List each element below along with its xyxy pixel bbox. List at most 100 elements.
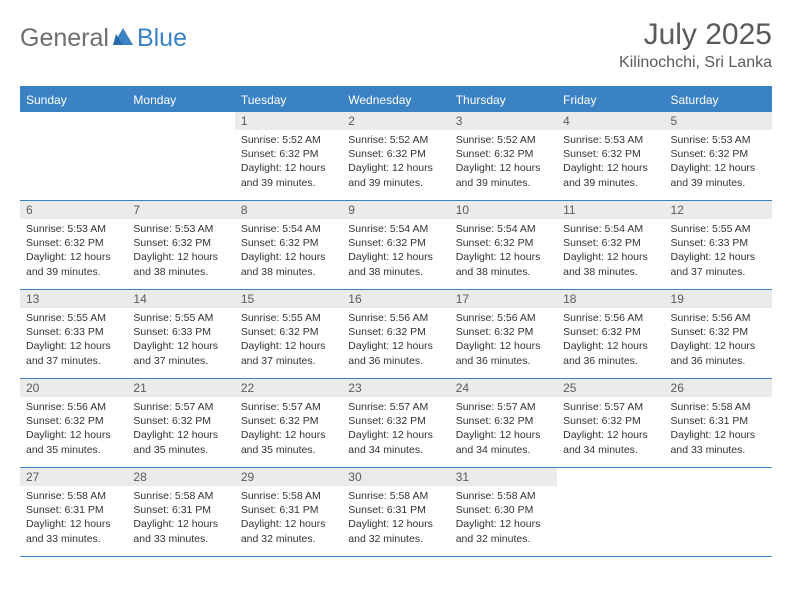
day-line: Daylight: 12 hours xyxy=(348,250,443,264)
day-line: Daylight: 12 hours xyxy=(671,339,766,353)
day-line: Sunset: 6:32 PM xyxy=(456,147,551,161)
day-body: Sunrise: 5:53 AMSunset: 6:32 PMDaylight:… xyxy=(557,130,664,195)
day-body: Sunrise: 5:58 AMSunset: 6:31 PMDaylight:… xyxy=(665,397,772,462)
day-line: Daylight: 12 hours xyxy=(241,339,336,353)
day-line: Daylight: 12 hours xyxy=(241,161,336,175)
weekday-header: Monday xyxy=(127,88,234,112)
day-cell: 17Sunrise: 5:56 AMSunset: 6:32 PMDayligh… xyxy=(450,290,557,378)
day-cell: 16Sunrise: 5:56 AMSunset: 6:32 PMDayligh… xyxy=(342,290,449,378)
day-line: and 38 minutes. xyxy=(241,265,336,279)
day-number xyxy=(127,112,234,130)
day-line: Sunset: 6:32 PM xyxy=(563,414,658,428)
day-line: Sunset: 6:31 PM xyxy=(348,503,443,517)
day-body: Sunrise: 5:53 AMSunset: 6:32 PMDaylight:… xyxy=(127,219,234,284)
day-body: Sunrise: 5:57 AMSunset: 6:32 PMDaylight:… xyxy=(235,397,342,462)
day-cell xyxy=(127,112,234,200)
day-cell: 28Sunrise: 5:58 AMSunset: 6:31 PMDayligh… xyxy=(127,468,234,556)
day-line: Daylight: 12 hours xyxy=(456,517,551,531)
weekday-header: Wednesday xyxy=(342,88,449,112)
day-cell: 3Sunrise: 5:52 AMSunset: 6:32 PMDaylight… xyxy=(450,112,557,200)
day-number: 22 xyxy=(235,379,342,397)
day-number xyxy=(20,112,127,130)
day-line: Sunset: 6:32 PM xyxy=(563,147,658,161)
weekday-header-row: SundayMondayTuesdayWednesdayThursdayFrid… xyxy=(20,88,772,112)
day-number: 10 xyxy=(450,201,557,219)
day-line: Daylight: 12 hours xyxy=(26,428,121,442)
day-cell: 2Sunrise: 5:52 AMSunset: 6:32 PMDaylight… xyxy=(342,112,449,200)
day-body: Sunrise: 5:55 AMSunset: 6:33 PMDaylight:… xyxy=(665,219,772,284)
day-line: and 37 minutes. xyxy=(133,354,228,368)
day-number xyxy=(665,468,772,486)
day-cell: 11Sunrise: 5:54 AMSunset: 6:32 PMDayligh… xyxy=(557,201,664,289)
location-label: Kilinochchi, Sri Lanka xyxy=(619,54,772,72)
weekday-header: Saturday xyxy=(665,88,772,112)
day-line: Sunrise: 5:58 AM xyxy=(456,489,551,503)
day-line: Sunrise: 5:53 AM xyxy=(563,133,658,147)
weeks-container: 1Sunrise: 5:52 AMSunset: 6:32 PMDaylight… xyxy=(20,112,772,557)
day-cell: 29Sunrise: 5:58 AMSunset: 6:31 PMDayligh… xyxy=(235,468,342,556)
day-line: Sunrise: 5:55 AM xyxy=(26,311,121,325)
day-cell: 9Sunrise: 5:54 AMSunset: 6:32 PMDaylight… xyxy=(342,201,449,289)
day-number: 28 xyxy=(127,468,234,486)
day-line: Sunrise: 5:57 AM xyxy=(456,400,551,414)
day-number: 18 xyxy=(557,290,664,308)
week-row: 20Sunrise: 5:56 AMSunset: 6:32 PMDayligh… xyxy=(20,379,772,468)
day-body: Sunrise: 5:53 AMSunset: 6:32 PMDaylight:… xyxy=(665,130,772,195)
day-line: Daylight: 12 hours xyxy=(26,250,121,264)
day-line: Sunrise: 5:57 AM xyxy=(348,400,443,414)
day-line: Sunset: 6:32 PM xyxy=(241,414,336,428)
day-number: 25 xyxy=(557,379,664,397)
day-line: and 32 minutes. xyxy=(456,532,551,546)
day-cell: 24Sunrise: 5:57 AMSunset: 6:32 PMDayligh… xyxy=(450,379,557,467)
day-number: 15 xyxy=(235,290,342,308)
day-body: Sunrise: 5:58 AMSunset: 6:31 PMDaylight:… xyxy=(342,486,449,551)
day-number: 16 xyxy=(342,290,449,308)
day-cell: 6Sunrise: 5:53 AMSunset: 6:32 PMDaylight… xyxy=(20,201,127,289)
day-line: and 38 minutes. xyxy=(456,265,551,279)
day-line: Daylight: 12 hours xyxy=(563,250,658,264)
day-line: Sunset: 6:33 PM xyxy=(133,325,228,339)
day-line: Daylight: 12 hours xyxy=(456,250,551,264)
day-line: and 34 minutes. xyxy=(563,443,658,457)
day-line: Daylight: 12 hours xyxy=(348,339,443,353)
day-line: Sunset: 6:32 PM xyxy=(241,147,336,161)
day-line: and 33 minutes. xyxy=(671,443,766,457)
day-line: and 37 minutes. xyxy=(241,354,336,368)
day-line: Sunrise: 5:53 AM xyxy=(671,133,766,147)
day-line: and 35 minutes. xyxy=(26,443,121,457)
day-line: Sunrise: 5:52 AM xyxy=(241,133,336,147)
day-line: Sunrise: 5:55 AM xyxy=(133,311,228,325)
day-cell: 19Sunrise: 5:56 AMSunset: 6:32 PMDayligh… xyxy=(665,290,772,378)
day-line: Daylight: 12 hours xyxy=(563,428,658,442)
day-line: Sunrise: 5:56 AM xyxy=(26,400,121,414)
day-line: Daylight: 12 hours xyxy=(671,428,766,442)
day-body: Sunrise: 5:56 AMSunset: 6:32 PMDaylight:… xyxy=(342,308,449,373)
day-body: Sunrise: 5:53 AMSunset: 6:32 PMDaylight:… xyxy=(20,219,127,284)
day-cell xyxy=(557,468,664,556)
day-line: Sunrise: 5:56 AM xyxy=(671,311,766,325)
day-body: Sunrise: 5:54 AMSunset: 6:32 PMDaylight:… xyxy=(235,219,342,284)
day-number: 31 xyxy=(450,468,557,486)
day-number: 26 xyxy=(665,379,772,397)
day-cell xyxy=(20,112,127,200)
day-line: Sunrise: 5:57 AM xyxy=(563,400,658,414)
day-line: Daylight: 12 hours xyxy=(26,339,121,353)
weekday-header: Thursday xyxy=(450,88,557,112)
day-line: Daylight: 12 hours xyxy=(133,428,228,442)
day-cell: 10Sunrise: 5:54 AMSunset: 6:32 PMDayligh… xyxy=(450,201,557,289)
day-line: Sunset: 6:32 PM xyxy=(241,236,336,250)
day-line: Sunset: 6:32 PM xyxy=(133,236,228,250)
day-number: 1 xyxy=(235,112,342,130)
day-line: Sunset: 6:30 PM xyxy=(456,503,551,517)
day-body: Sunrise: 5:57 AMSunset: 6:32 PMDaylight:… xyxy=(450,397,557,462)
day-line: and 39 minutes. xyxy=(241,176,336,190)
day-body: Sunrise: 5:57 AMSunset: 6:32 PMDaylight:… xyxy=(342,397,449,462)
day-line: Sunrise: 5:58 AM xyxy=(133,489,228,503)
day-number: 6 xyxy=(20,201,127,219)
day-line: Sunset: 6:32 PM xyxy=(26,236,121,250)
day-number: 2 xyxy=(342,112,449,130)
day-line: Sunrise: 5:54 AM xyxy=(563,222,658,236)
weekday-header: Tuesday xyxy=(235,88,342,112)
calendar-table: SundayMondayTuesdayWednesdayThursdayFrid… xyxy=(20,86,772,557)
day-line: Daylight: 12 hours xyxy=(348,161,443,175)
